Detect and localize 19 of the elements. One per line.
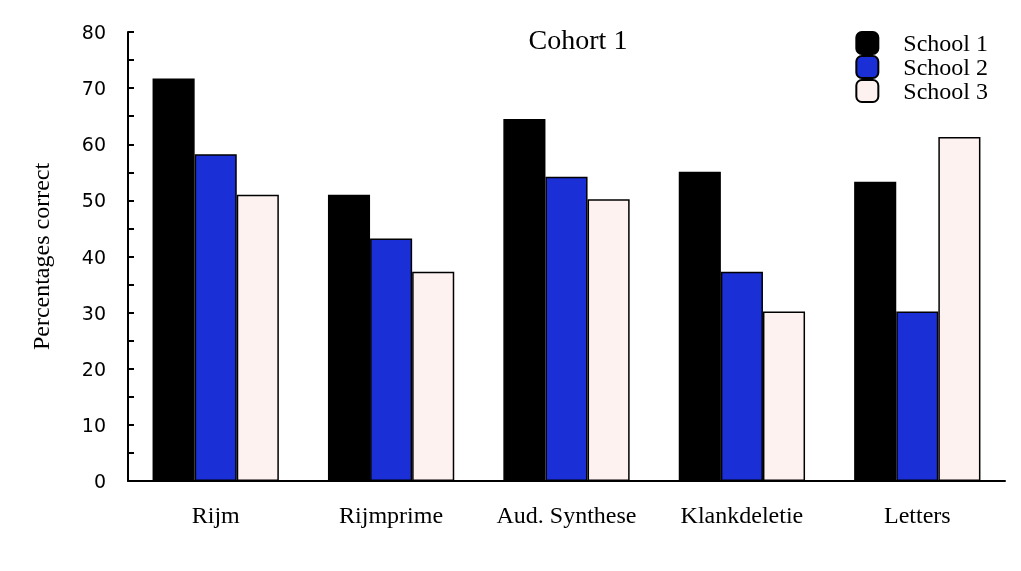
x-tick-label: Rijm <box>191 502 241 528</box>
y-axis-title: Percentages correct <box>28 162 54 351</box>
legend-label: School 1 <box>903 30 988 56</box>
y-tick-label: 60 <box>81 133 106 156</box>
legend-label: School 3 <box>903 78 988 104</box>
y-tick-label: 50 <box>81 189 106 212</box>
y-tick-label: 10 <box>81 413 106 436</box>
y-tick-label: 80 <box>81 21 106 43</box>
y-tick-label: 70 <box>81 77 106 100</box>
x-tick-label: Aud. Synthese <box>496 502 637 528</box>
y-tick-label: 30 <box>81 301 106 324</box>
y-tick-label: 0 <box>93 470 106 492</box>
x-tick-label: Letters <box>883 502 951 528</box>
x-tick-label: Rijmprime <box>339 502 444 528</box>
legend-label: School 2 <box>903 54 988 80</box>
chart-title: Cohort 1 <box>528 23 628 55</box>
y-tick-label: 20 <box>81 357 106 380</box>
x-tick-label: Klankdeletie <box>680 502 804 528</box>
y-tick-label: 40 <box>81 245 106 268</box>
